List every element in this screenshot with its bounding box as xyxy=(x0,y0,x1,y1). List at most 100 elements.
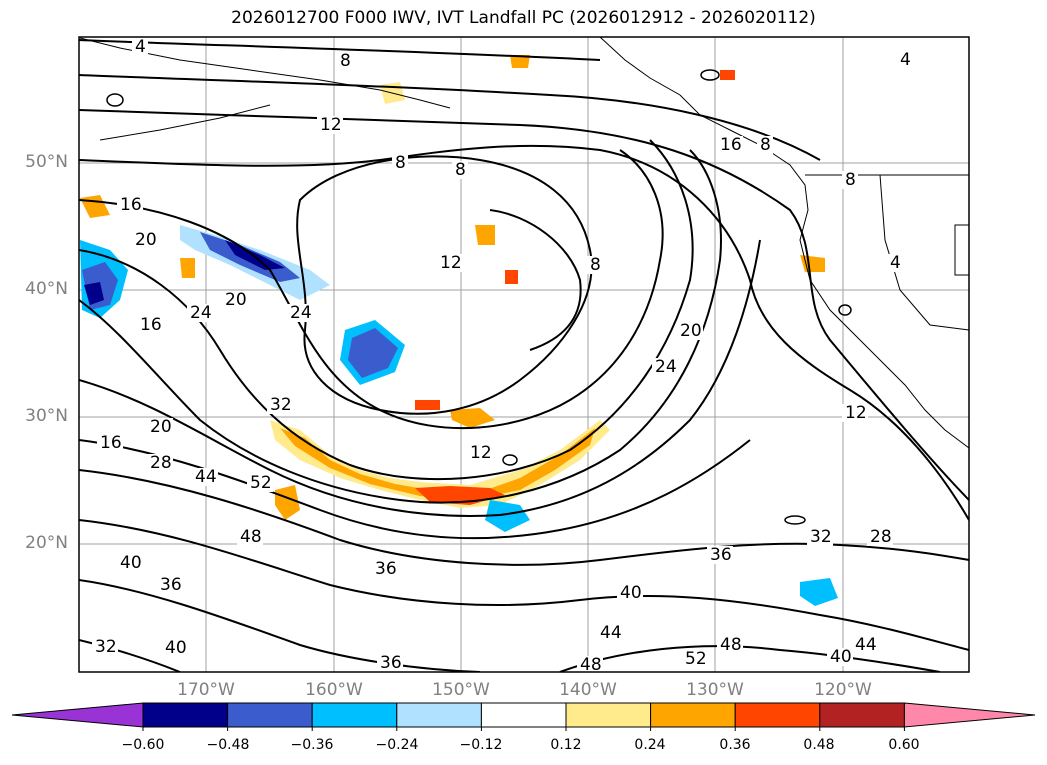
contour-label-bg xyxy=(247,474,273,492)
map-frame xyxy=(78,36,970,673)
contour-label-bg xyxy=(597,624,623,642)
contour-label: 36 xyxy=(380,653,402,673)
contour-label-bg xyxy=(162,639,188,657)
contour-label: 20 xyxy=(225,290,247,310)
contour-label-bg xyxy=(842,171,858,189)
contour-label: 24 xyxy=(655,357,677,377)
contour-label-bg xyxy=(577,656,603,674)
contour-label-bg xyxy=(317,116,343,134)
contour-label-bg xyxy=(377,654,403,672)
map-background xyxy=(79,37,969,672)
contour-label: 12 xyxy=(440,253,462,273)
lat-label-40n: 40°N xyxy=(25,279,68,299)
contour-label: 8 xyxy=(760,135,771,155)
contour-label-bg xyxy=(707,546,733,564)
contour-label-bg xyxy=(757,136,773,154)
colorbar-tick: 0.36 xyxy=(719,737,751,753)
colorbar-extend-max xyxy=(903,702,1036,728)
contour-label-bg xyxy=(717,636,743,654)
colorbar-segment xyxy=(311,702,398,728)
colorbar-segment xyxy=(565,702,652,728)
contour-label: 36 xyxy=(710,545,732,565)
colorbar xyxy=(11,702,1036,731)
contour-label: 16 xyxy=(100,433,122,453)
lon-label-140w: 140°W xyxy=(559,680,617,700)
colorbar-tick: −0.48 xyxy=(206,737,250,753)
contour-label-bg xyxy=(842,404,868,422)
contour-label-bg xyxy=(287,304,313,322)
contour-label: 4 xyxy=(890,253,901,273)
colorbar-segment xyxy=(734,702,821,728)
colorbar-segment xyxy=(396,702,482,728)
lon-label-160w: 160°W xyxy=(305,680,363,700)
contour-label-bg xyxy=(652,358,678,376)
lon-label-120w: 120°W xyxy=(814,680,872,700)
contour-label: 12 xyxy=(320,115,342,135)
contour-label-bg xyxy=(867,528,893,546)
colorbar-tick: 0.48 xyxy=(803,737,835,753)
contour-label-bg xyxy=(157,576,183,594)
contour-label-bg xyxy=(372,560,398,578)
contour-label-bg xyxy=(132,231,158,249)
contour-label: 16 xyxy=(720,135,742,155)
contour-label: 32 xyxy=(810,527,832,547)
contour-label-bg xyxy=(452,161,468,179)
contour-label-bg xyxy=(222,291,248,309)
colorbar-tick: 0.12 xyxy=(550,737,582,753)
contour-label-bg xyxy=(617,584,643,602)
contour-label: 48 xyxy=(580,655,602,675)
contour-label: 40 xyxy=(620,583,642,603)
contour-label-bg xyxy=(132,38,148,56)
contour-label: 28 xyxy=(870,527,892,547)
contour-label-bg xyxy=(237,528,263,546)
contour-label-bg xyxy=(437,254,463,272)
contour-label-bg xyxy=(827,648,853,666)
contour-label-bg xyxy=(117,554,143,572)
contour-label: 44 xyxy=(855,635,877,655)
contour-label: 24 xyxy=(190,303,212,323)
contour-label-bg xyxy=(117,196,143,214)
contour-label-bg xyxy=(267,396,293,414)
contour-label: 24 xyxy=(290,303,312,323)
lon-label-170w: 170°W xyxy=(177,680,235,700)
contour-label: 44 xyxy=(195,467,217,487)
colorbar-segment xyxy=(650,702,736,728)
contour-label: 40 xyxy=(830,647,852,667)
contour-label: 20 xyxy=(135,230,157,250)
contour-label-bg xyxy=(682,650,708,668)
contour-label-bg xyxy=(192,468,218,486)
colorbar-tick: 0.60 xyxy=(888,737,920,753)
contour-label: 12 xyxy=(470,443,492,463)
colorbar-extend-min xyxy=(11,702,144,728)
lat-label-50n: 50°N xyxy=(25,152,68,172)
contour-label-bg xyxy=(92,638,118,656)
contour-label-bg xyxy=(147,418,173,436)
colorbar-segment xyxy=(227,702,313,728)
contour-label: 20 xyxy=(150,417,172,437)
contour-label-bg xyxy=(467,444,493,462)
contour-label-bg xyxy=(807,528,833,546)
contour-label: 8 xyxy=(845,170,856,190)
contour-label-bg xyxy=(187,304,213,322)
contour-label: 8 xyxy=(395,153,406,173)
contour-label: 40 xyxy=(165,638,187,658)
colorbar-segment xyxy=(142,702,229,728)
contour-label: 12 xyxy=(845,403,867,423)
colorbar-tick: −0.36 xyxy=(290,737,334,753)
contour-label: 4 xyxy=(900,50,911,70)
contour-label-bg xyxy=(897,51,913,69)
contour-label: 40 xyxy=(120,553,142,573)
contour-label: 16 xyxy=(140,315,162,335)
contour-label: 4 xyxy=(135,37,146,57)
contour-label-bg xyxy=(677,322,703,340)
contour-label-bg xyxy=(97,434,123,452)
contour-label-bg xyxy=(587,256,603,274)
contour-label: 8 xyxy=(340,51,351,71)
lon-label-150w: 150°W xyxy=(432,680,490,700)
contour-label: 36 xyxy=(160,575,182,595)
colorbar-tick: −0.24 xyxy=(375,737,419,753)
contour-label: 28 xyxy=(150,453,172,473)
contour-label-bg xyxy=(852,636,878,654)
